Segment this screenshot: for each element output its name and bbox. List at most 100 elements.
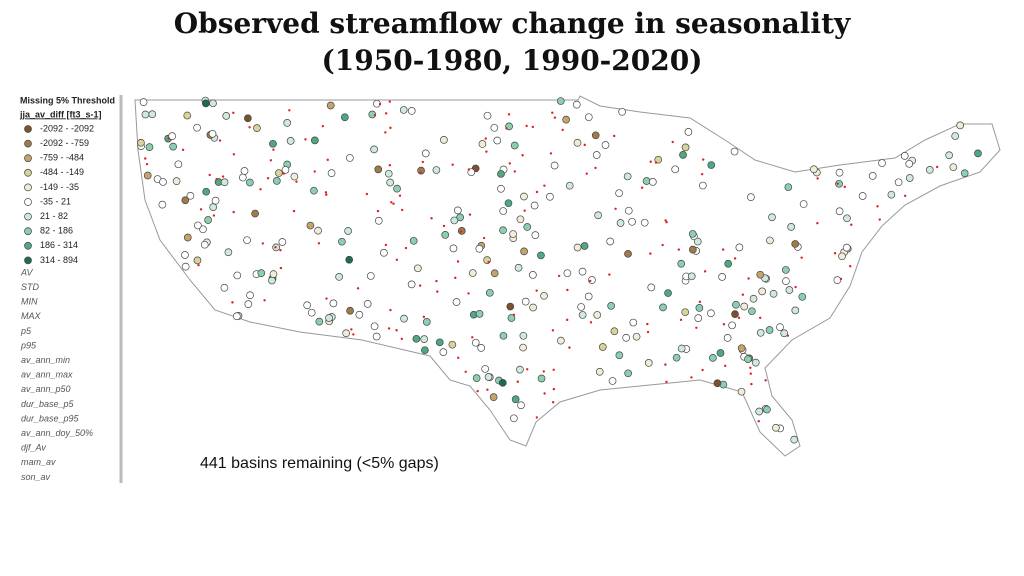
legend-swatch bbox=[24, 241, 32, 250]
station bbox=[509, 230, 517, 238]
station bbox=[688, 230, 697, 238]
missing-station bbox=[750, 382, 753, 386]
missing-station bbox=[418, 284, 422, 287]
station bbox=[672, 353, 681, 362]
station bbox=[452, 298, 461, 306]
station bbox=[307, 308, 316, 317]
missing-station bbox=[279, 248, 282, 252]
station bbox=[677, 259, 686, 268]
legend-label: -2092 - -2092 bbox=[40, 123, 94, 133]
missing-station bbox=[876, 205, 879, 208]
station bbox=[523, 223, 532, 231]
station bbox=[246, 291, 254, 300]
station bbox=[858, 192, 867, 200]
station bbox=[232, 312, 241, 321]
station bbox=[412, 334, 421, 343]
station bbox=[755, 407, 764, 416]
legend-swatch bbox=[24, 256, 32, 265]
station bbox=[594, 211, 602, 220]
station bbox=[186, 191, 195, 200]
station bbox=[199, 225, 207, 234]
station bbox=[610, 327, 619, 336]
missing-station bbox=[836, 182, 839, 185]
station bbox=[475, 244, 484, 253]
station bbox=[780, 329, 789, 338]
title-line: Observed streamflow change in seasonalit… bbox=[174, 7, 851, 40]
missing-station bbox=[232, 153, 236, 156]
station bbox=[340, 113, 349, 122]
station bbox=[693, 237, 702, 246]
station bbox=[414, 264, 422, 273]
missing-station bbox=[565, 318, 569, 322]
missing-station bbox=[208, 173, 211, 177]
station bbox=[181, 262, 190, 271]
station bbox=[507, 314, 516, 322]
station bbox=[540, 291, 548, 300]
missing-station bbox=[649, 252, 652, 255]
missing-station bbox=[664, 363, 667, 366]
station bbox=[595, 367, 604, 376]
station bbox=[887, 190, 896, 199]
station bbox=[514, 263, 523, 272]
missing-station bbox=[248, 126, 251, 129]
station bbox=[310, 186, 318, 195]
station bbox=[220, 178, 229, 187]
station bbox=[747, 193, 755, 201]
station bbox=[363, 299, 372, 308]
station bbox=[233, 271, 242, 280]
missing-station bbox=[356, 287, 360, 290]
station bbox=[531, 231, 540, 239]
legend-label: 21 - 82 bbox=[40, 211, 68, 221]
missing-station bbox=[144, 157, 147, 160]
missing-station bbox=[646, 330, 650, 334]
station bbox=[490, 123, 499, 132]
station bbox=[562, 115, 570, 124]
station bbox=[489, 393, 498, 401]
station bbox=[172, 177, 181, 185]
station bbox=[193, 256, 202, 265]
missing-station bbox=[221, 175, 225, 178]
station bbox=[640, 218, 649, 227]
missing-station bbox=[292, 209, 296, 213]
missing-station bbox=[843, 185, 846, 189]
station bbox=[765, 326, 774, 334]
missing-station bbox=[589, 321, 593, 324]
missing-station bbox=[457, 356, 460, 359]
station bbox=[642, 177, 651, 185]
station bbox=[781, 266, 790, 274]
legend-swatch bbox=[24, 183, 32, 192]
station bbox=[716, 349, 725, 357]
station bbox=[516, 215, 525, 224]
missing-station bbox=[279, 266, 283, 270]
missing-station bbox=[505, 127, 508, 130]
station bbox=[499, 331, 508, 340]
station bbox=[578, 311, 587, 319]
station bbox=[573, 138, 582, 147]
missing-station bbox=[903, 194, 907, 198]
station bbox=[580, 242, 589, 250]
station bbox=[193, 123, 201, 132]
station bbox=[577, 303, 586, 311]
station bbox=[510, 141, 519, 150]
missing-station bbox=[350, 328, 353, 331]
station bbox=[951, 132, 960, 140]
missing-station bbox=[387, 327, 391, 330]
station bbox=[785, 286, 794, 294]
station bbox=[440, 136, 448, 144]
station bbox=[329, 299, 338, 308]
missing-station bbox=[513, 170, 517, 173]
station bbox=[193, 221, 202, 230]
legend-swatch bbox=[24, 168, 32, 177]
missing-station bbox=[551, 400, 555, 404]
station bbox=[894, 178, 903, 187]
layer-name: p95 bbox=[20, 340, 37, 350]
missing-station bbox=[419, 171, 422, 174]
station bbox=[306, 221, 315, 230]
station bbox=[591, 131, 600, 140]
missing-station bbox=[384, 243, 388, 247]
missing-station bbox=[695, 326, 698, 329]
missing-station bbox=[467, 168, 471, 171]
station bbox=[718, 273, 726, 281]
station bbox=[471, 338, 480, 347]
